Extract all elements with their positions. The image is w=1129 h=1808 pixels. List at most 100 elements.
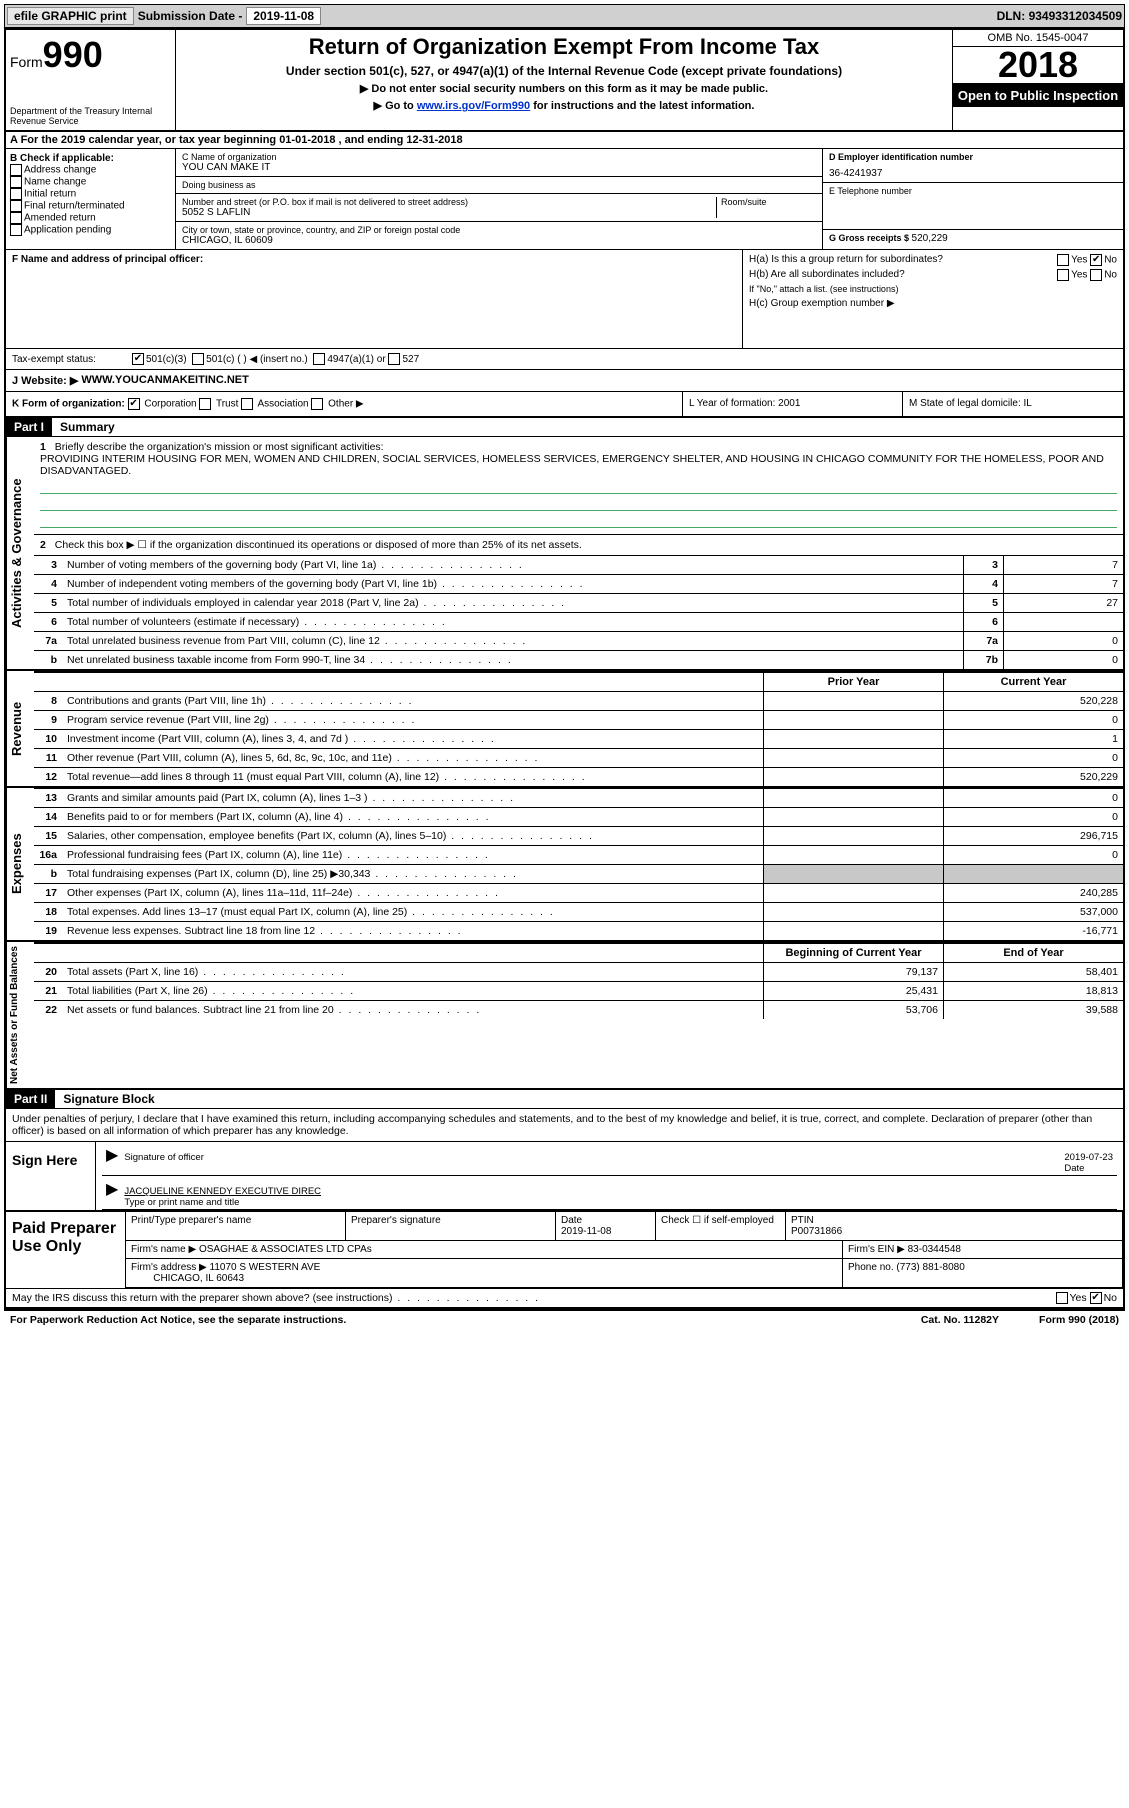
chk-final-return[interactable]: Final return/terminated bbox=[10, 200, 171, 212]
header-left: Form990 Department of the Treasury Inter… bbox=[6, 30, 176, 130]
hc-label: H(c) Group exemption number ▶ bbox=[749, 298, 1117, 309]
room-label: Room/suite bbox=[721, 197, 816, 207]
chk-501c3[interactable] bbox=[132, 353, 144, 365]
org-name-row: C Name of organization YOU CAN MAKE IT bbox=[176, 149, 822, 177]
row-22: 22 Net assets or fund balances. Subtract… bbox=[34, 1000, 1123, 1019]
desc: Revenue less expenses. Subtract line 18 … bbox=[62, 922, 763, 940]
val: 7 bbox=[1003, 575, 1123, 593]
lineno: 22 bbox=[34, 1001, 62, 1019]
k-label: K Form of organization: bbox=[12, 399, 125, 410]
desc: Professional fundraising fees (Part IX, … bbox=[62, 846, 763, 864]
lineno: 15 bbox=[34, 827, 62, 845]
discuss-yes-chk[interactable] bbox=[1056, 1292, 1068, 1304]
ein-row: D Employer identification number 36-4241… bbox=[823, 149, 1123, 183]
current: 18,813 bbox=[943, 982, 1123, 1000]
sum-row-4: 4 Number of independent voting members o… bbox=[34, 574, 1123, 593]
header-center: Return of Organization Exempt From Incom… bbox=[176, 30, 953, 130]
opt-assoc: Association bbox=[257, 399, 308, 410]
chk-527[interactable] bbox=[388, 353, 400, 365]
addr-value: 5052 S LAFLIN bbox=[182, 207, 716, 218]
chk-4947[interactable] bbox=[313, 353, 325, 365]
firm-addr: Firm's address ▶ 11070 S WESTERN AVE CHI… bbox=[126, 1259, 843, 1288]
open-to-public: Open to Public Inspection bbox=[953, 84, 1123, 107]
firm-name-val: OSAGHAE & ASSOCIATES LTD CPAs bbox=[199, 1244, 372, 1255]
sig-date-value: 2019-07-23 bbox=[1064, 1152, 1113, 1163]
officer-sig-label: Signature of officer bbox=[124, 1152, 204, 1174]
hb-yes-chk[interactable] bbox=[1057, 269, 1069, 281]
row-19: 19 Revenue less expenses. Subtract line … bbox=[34, 921, 1123, 940]
chk-amended-return[interactable]: Amended return bbox=[10, 212, 171, 224]
hb-no-chk[interactable] bbox=[1090, 269, 1102, 281]
principal-officer: F Name and address of principal officer: bbox=[6, 250, 743, 348]
current: -16,771 bbox=[943, 922, 1123, 940]
form990-link[interactable]: www.irs.gov/Form990 bbox=[417, 100, 530, 112]
line1-no: 1 bbox=[40, 441, 52, 453]
row-8: 8 Contributions and grants (Part VIII, l… bbox=[34, 691, 1123, 710]
row-k: K Form of organization: Corporation Trus… bbox=[6, 392, 1123, 418]
opt-501c: 501(c) ( ) ◀ (insert no.) bbox=[206, 354, 308, 365]
l-year-formation: L Year of formation: 2001 bbox=[683, 392, 903, 416]
chk-initial-return[interactable]: Initial return bbox=[10, 188, 171, 200]
governance-body: 1 Briefly describe the organization's mi… bbox=[34, 437, 1123, 669]
current: 296,715 bbox=[943, 827, 1123, 845]
ha-no-chk[interactable] bbox=[1090, 254, 1102, 266]
prior bbox=[763, 789, 943, 807]
discuss-no-chk[interactable] bbox=[1090, 1292, 1102, 1304]
lineno: 9 bbox=[34, 711, 62, 729]
sign-here-right: ▶ Signature of officer 2019-07-23 Date ▶… bbox=[96, 1142, 1123, 1210]
lineno: 20 bbox=[34, 963, 62, 981]
chk-trust[interactable] bbox=[199, 398, 211, 410]
rev-col-hdr: Prior Year Current Year bbox=[34, 671, 1123, 691]
prep-name-hdr: Print/Type preparer's name bbox=[126, 1212, 346, 1241]
col-begin-year: Beginning of Current Year bbox=[763, 944, 943, 962]
blank-line2 bbox=[40, 496, 1117, 511]
val: 7 bbox=[1003, 556, 1123, 574]
col-b-header: B Check if applicable: bbox=[10, 153, 171, 164]
chk-application-pending[interactable]: Application pending bbox=[10, 224, 171, 236]
prior: 53,706 bbox=[763, 1001, 943, 1019]
preparer-body: Print/Type preparer's name Preparer's si… bbox=[126, 1212, 1123, 1288]
sig-date-label: Date bbox=[1064, 1163, 1084, 1174]
ha-yes-chk[interactable] bbox=[1057, 254, 1069, 266]
submission-date: 2019-11-08 bbox=[246, 7, 321, 25]
website-value: WWW.YOUCANMAKEITINC.NET bbox=[81, 374, 248, 387]
lineno: 18 bbox=[34, 903, 62, 921]
preparer-section: Paid Preparer Use Only Print/Type prepar… bbox=[6, 1212, 1123, 1289]
addr-row: Number and street (or P.O. box if mail i… bbox=[176, 194, 822, 222]
dln-value: 93493312034509 bbox=[1029, 9, 1122, 23]
discuss-row: May the IRS discuss this return with the… bbox=[6, 1289, 1123, 1309]
lineno: 8 bbox=[34, 692, 62, 710]
chk-address-change[interactable]: Address change bbox=[10, 164, 171, 176]
gross-value: 520,229 bbox=[912, 233, 948, 244]
chk-corp[interactable] bbox=[128, 398, 140, 410]
chk-other[interactable] bbox=[311, 398, 323, 410]
city-row: City or town, state or province, country… bbox=[176, 222, 822, 249]
efile-print-button[interactable]: efile GRAPHIC print bbox=[7, 7, 134, 25]
blank-line1 bbox=[40, 479, 1117, 494]
opt-4947: 4947(a)(1) or bbox=[327, 354, 385, 365]
chk-name-change[interactable]: Name change bbox=[10, 176, 171, 188]
officer-name-line: ▶ JACQUELINE KENNEDY EXECUTIVE DIREC Typ… bbox=[102, 1176, 1117, 1210]
arrow-icon: ▶ bbox=[106, 1152, 118, 1174]
chk-assoc[interactable] bbox=[241, 398, 253, 410]
desc: Investment income (Part VIII, column (A)… bbox=[62, 730, 763, 748]
sum-row-7a: 7a Total unrelated business revenue from… bbox=[34, 631, 1123, 650]
desc: Program service revenue (Part VIII, line… bbox=[62, 711, 763, 729]
desc: Grants and similar amounts paid (Part IX… bbox=[62, 789, 763, 807]
row-16a: 16a Professional fundraising fees (Part … bbox=[34, 845, 1123, 864]
firm-name: Firm's name ▶ OSAGHAE & ASSOCIATES LTD C… bbox=[126, 1241, 843, 1259]
section-b-c-d: B Check if applicable: Address change Na… bbox=[6, 149, 1123, 250]
gross-row: G Gross receipts $ 520,229 bbox=[823, 230, 1123, 247]
firm-addr-lbl: Firm's address ▶ bbox=[131, 1262, 207, 1273]
lineno: 12 bbox=[34, 768, 62, 786]
lineno: 4 bbox=[34, 575, 62, 593]
label-expenses: Expenses bbox=[6, 788, 34, 940]
section-expenses: Expenses 13 Grants and similar amounts p… bbox=[6, 788, 1123, 942]
row-21: 21 Total liabilities (Part X, line 26) 2… bbox=[34, 981, 1123, 1000]
desc: Net assets or fund balances. Subtract li… bbox=[62, 1001, 763, 1019]
header-right: OMB No. 1545-0047 2018 Open to Public In… bbox=[953, 30, 1123, 130]
k-form-org: K Form of organization: Corporation Trus… bbox=[6, 392, 683, 416]
chk-501c[interactable] bbox=[192, 353, 204, 365]
lineno: b bbox=[34, 865, 62, 883]
preparer-row1: Print/Type preparer's name Preparer's si… bbox=[126, 1212, 1123, 1241]
